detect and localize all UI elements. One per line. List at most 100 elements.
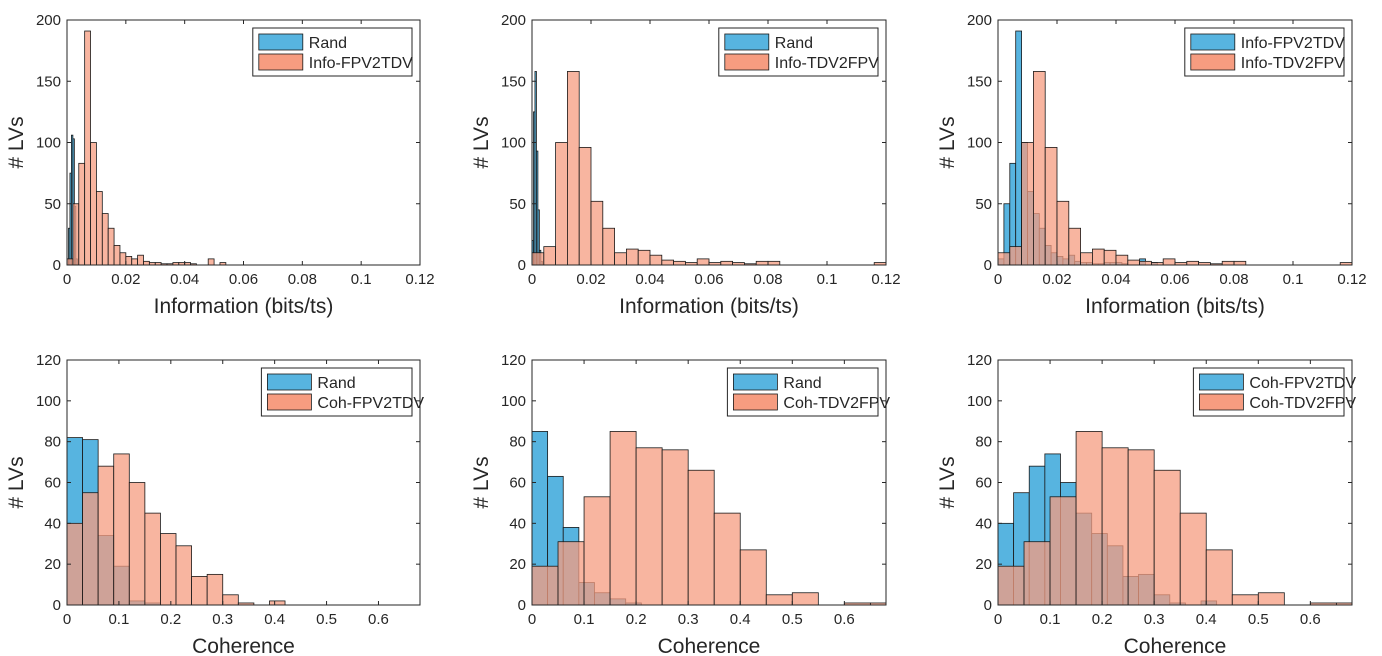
- x-tick-label: 0.06: [229, 271, 258, 288]
- histogram-bar: [90, 142, 97, 265]
- histogram-bar: [1221, 260, 1235, 265]
- histogram-bar: [119, 252, 127, 265]
- histogram-bar: [791, 592, 819, 605]
- legend-swatch: [1190, 33, 1236, 51]
- x-tick-label: 0.12: [1337, 271, 1366, 288]
- bars-group: [998, 431, 1352, 605]
- x-tick-label: 0.3: [212, 611, 233, 628]
- y-tick-label: 0: [518, 257, 526, 274]
- legend-label: Info-FPV2TDV: [1241, 35, 1345, 52]
- y-tick-label: 40: [975, 515, 992, 532]
- histogram-bar: [113, 244, 121, 265]
- histogram-panel-1: 0 0.02 0.04 0.06 0.08 0.1 0.12 0 50 100 150 200 Info…: [5, 12, 435, 318]
- y-tick-label: 100: [501, 393, 526, 410]
- histogram-bar: [1115, 254, 1129, 265]
- x-tick-label: 0.1: [1040, 611, 1061, 628]
- legend-swatch: [733, 373, 778, 391]
- histogram-bar: [1023, 541, 1051, 605]
- y-tick-label: 50: [44, 196, 61, 213]
- y-axis-label: # LVs: [470, 456, 493, 508]
- y-tick-label: 20: [975, 556, 992, 573]
- legend-label: Rand: [309, 35, 347, 52]
- bars-group: [532, 71, 886, 265]
- histogram-bar: [1056, 200, 1070, 265]
- y-tick-label: 150: [967, 73, 992, 90]
- y-tick-label: 20: [44, 556, 61, 573]
- histogram-bar: [1068, 227, 1082, 265]
- x-tick-label: 0: [528, 611, 536, 628]
- x-tick-label: 0.1: [1283, 271, 1304, 288]
- x-tick-label: 0.4: [1196, 611, 1217, 628]
- legend: Rand Coh-FPV2TDV: [260, 367, 424, 417]
- histogram-bar: [72, 138, 75, 265]
- histogram-bar: [687, 469, 715, 605]
- series-2-bars: [67, 453, 286, 605]
- histogram-bar: [1153, 469, 1181, 605]
- x-axis-label: Information (bits/ts): [619, 295, 799, 318]
- x-tick-label: 0.2: [626, 611, 647, 628]
- x-tick-label: 0.06: [694, 271, 723, 288]
- x-tick-label: 0.1: [817, 271, 838, 288]
- histogram-bar: [626, 248, 639, 265]
- bars-group: [532, 431, 886, 605]
- series-2-bars: [998, 71, 1352, 265]
- y-tick-label: 20: [509, 556, 526, 573]
- histogram-panel-6: 0 0.1 0.2 0.3 0.4 0.5 0.6 0 20 40 60 80 100 120 Cohere…: [936, 352, 1356, 656]
- histogram-bar: [637, 249, 651, 265]
- x-tick-label: 0.08: [753, 271, 782, 288]
- histogram-bar: [128, 482, 146, 605]
- histogram-bar: [1075, 431, 1103, 605]
- x-tick-label: 0.5: [782, 611, 803, 628]
- legend-swatch: [733, 393, 778, 411]
- x-tick-label: 0.04: [1101, 271, 1130, 288]
- y-tick-label: 150: [501, 73, 526, 90]
- x-tick-label: 0.02: [1042, 271, 1071, 288]
- x-tick-label: 0: [528, 271, 536, 288]
- histogram-panel-3: 0 0.02 0.04 0.06 0.08 0.1 0.12 0 50 100 150 200 Info…: [936, 12, 1367, 318]
- x-tick-label: 0.3: [678, 611, 699, 628]
- legend-swatch: [724, 53, 770, 71]
- histogram-bar: [1139, 260, 1152, 265]
- bars-group: [67, 30, 227, 265]
- histogram-bar: [1009, 246, 1022, 265]
- histogram-bar: [1101, 447, 1129, 605]
- histogram-bar: [1021, 142, 1034, 265]
- histogram-bar: [269, 600, 286, 605]
- histogram-bar: [144, 512, 161, 605]
- histogram-bar: [1033, 71, 1046, 265]
- y-axis-label: # LVs: [5, 116, 28, 168]
- x-tick-label: 0.1: [351, 271, 372, 288]
- histogram-bar: [137, 254, 144, 265]
- histogram-bar: [175, 545, 192, 605]
- y-tick-label: 80: [44, 434, 61, 451]
- y-tick-label: 120: [967, 352, 992, 369]
- histogram-bar: [739, 549, 767, 605]
- x-tick-label: 0: [63, 271, 71, 288]
- histogram-bar: [767, 260, 781, 265]
- x-tick-label: 0.2: [1092, 611, 1113, 628]
- histogram-bar: [131, 258, 138, 265]
- legend: Coh-FPV2TDV Coh-TDV2FPV: [1192, 367, 1356, 417]
- x-tick-label: 0.4: [264, 611, 285, 628]
- legend-swatch: [266, 393, 312, 411]
- legend-label: Rand: [775, 35, 813, 52]
- histogram-bar: [578, 146, 592, 265]
- legend-swatch: [1190, 53, 1236, 71]
- y-tick-label: 50: [975, 196, 992, 213]
- y-tick-label: 100: [501, 135, 526, 152]
- histogram-bar: [1257, 592, 1285, 605]
- histogram-bar: [1103, 249, 1117, 265]
- histogram-bar: [532, 565, 559, 605]
- bars-group: [67, 437, 286, 605]
- histogram-bar: [207, 258, 215, 265]
- histogram-bar: [555, 142, 568, 265]
- histogram-panel-5: 0 0.1 0.2 0.3 0.4 0.5 0.6 0 20 40 60 80 100 120 Cohere…: [470, 352, 890, 656]
- legend-swatch: [1199, 373, 1244, 391]
- y-tick-label: 60: [44, 475, 61, 492]
- histogram-bar: [1231, 594, 1259, 605]
- y-tick-label: 0: [518, 597, 526, 614]
- histogram-bar: [635, 447, 663, 605]
- histogram-bar: [78, 162, 86, 265]
- x-tick-label: 0.02: [111, 271, 140, 288]
